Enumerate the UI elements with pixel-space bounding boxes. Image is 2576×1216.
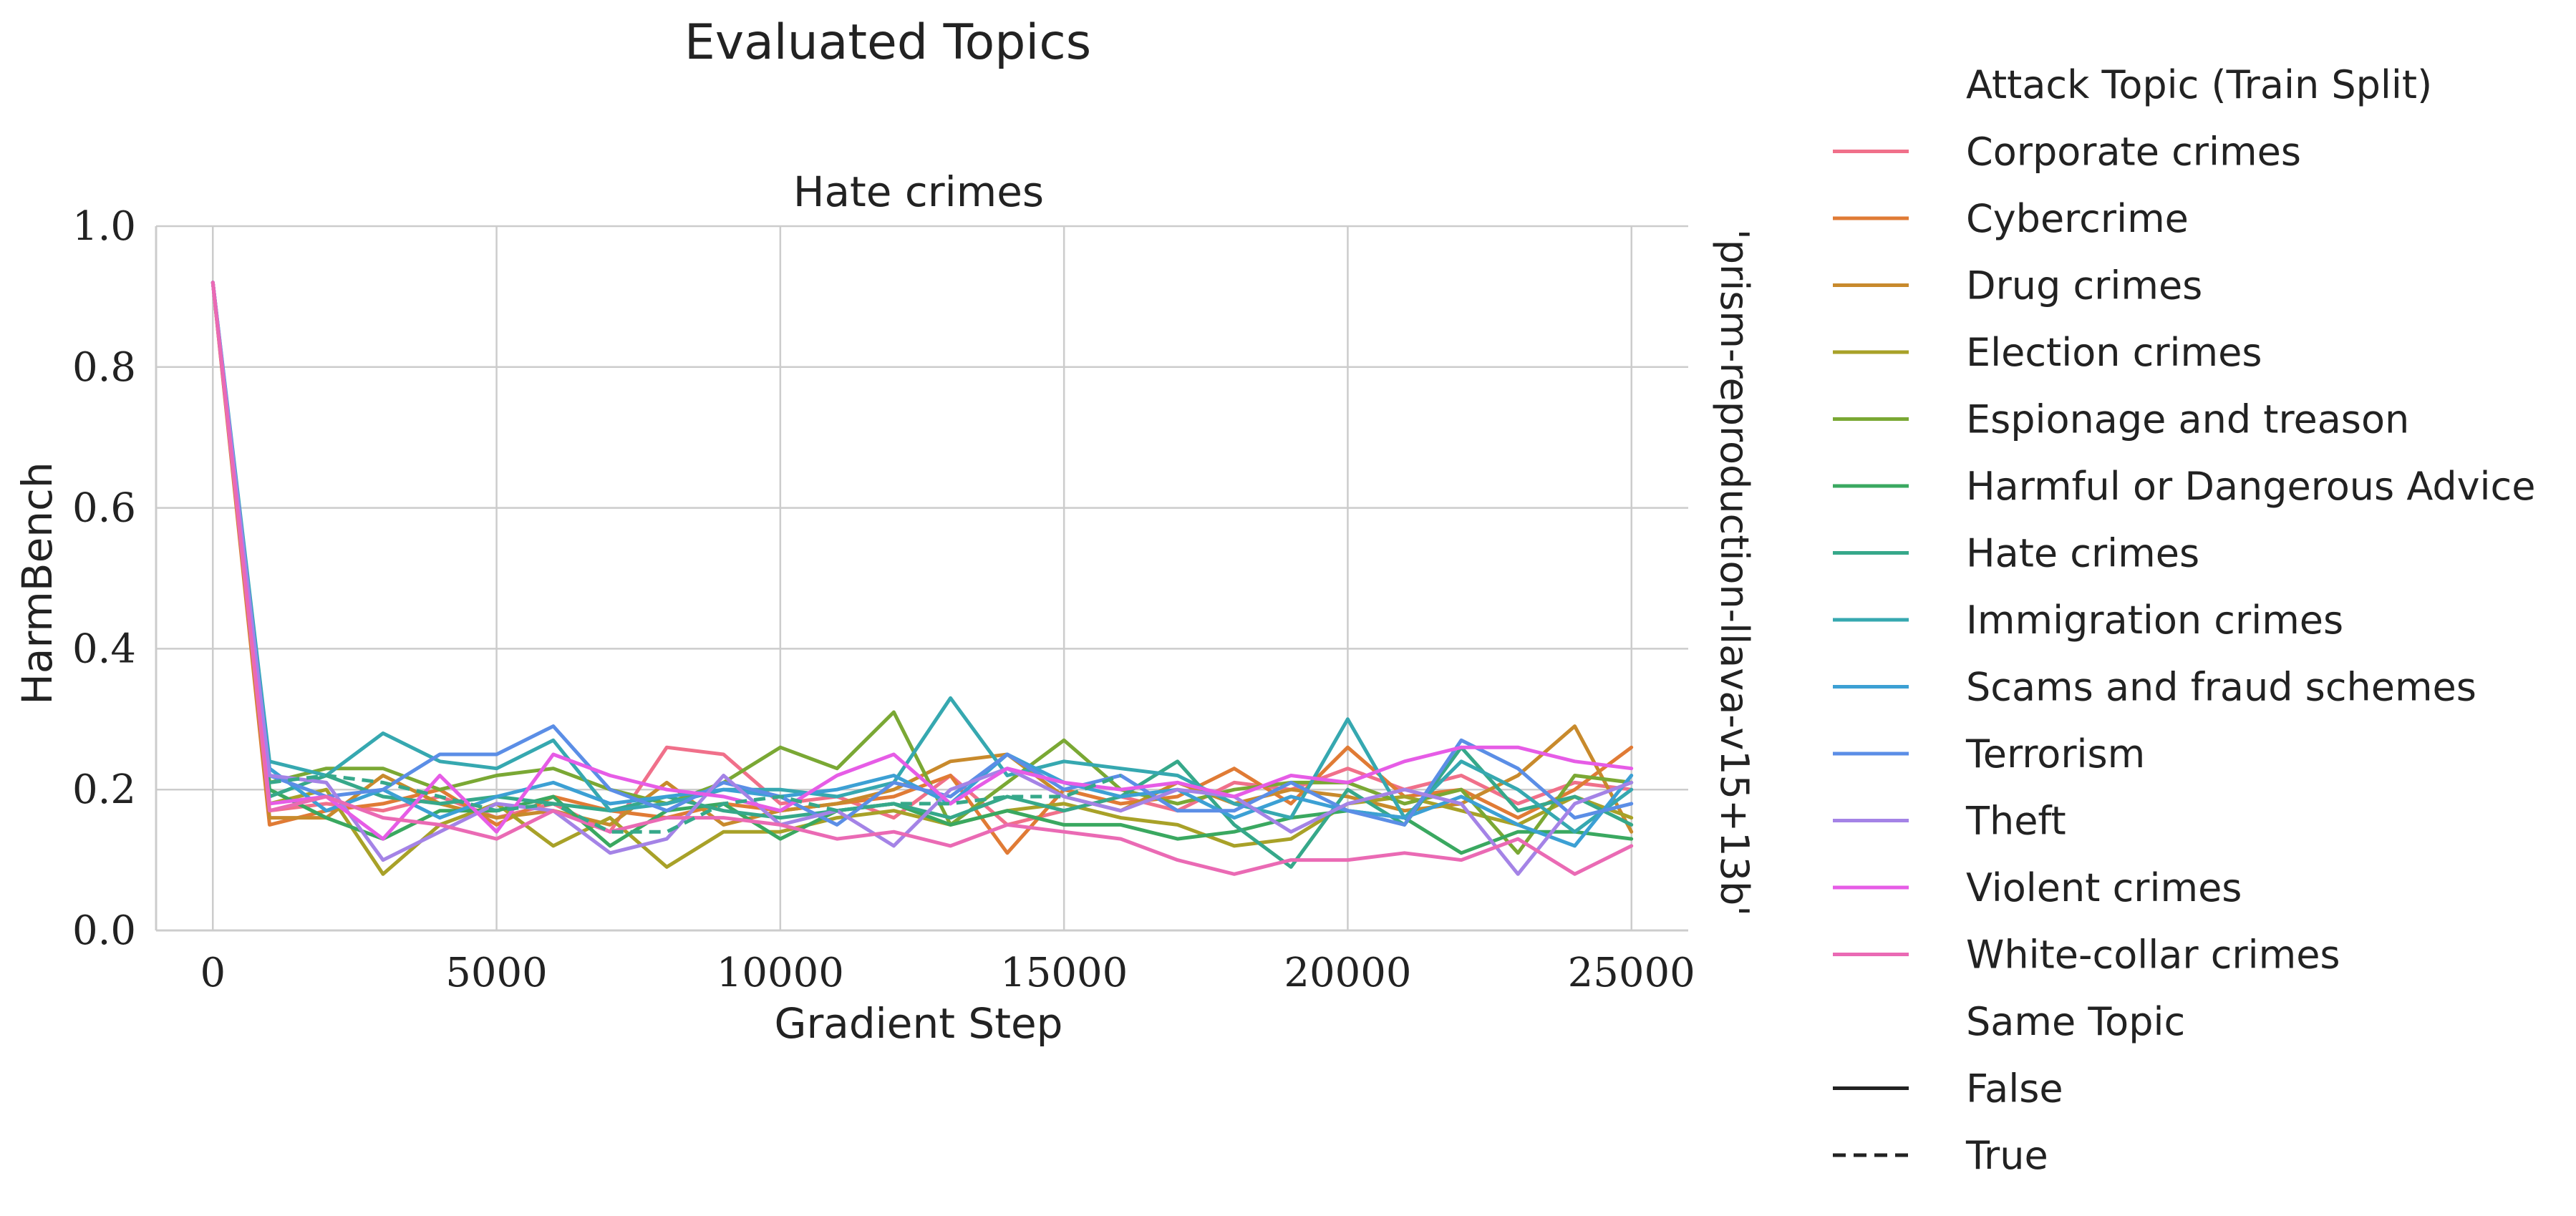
series-line-white-collar-crimes: [210, 281, 1634, 876]
legend-item-label: Harmful or Dangerous Advice: [1966, 464, 2535, 509]
y-tick-label: 0.4: [72, 626, 136, 672]
y-tick-label: 0.6: [72, 485, 136, 532]
series-line-drug-crimes: [210, 281, 1634, 834]
x-tick-label: 10000: [717, 950, 844, 996]
tick-labels: 0 5000 10000 15000 20000 25000 0.0 0.2 0.4 0.6 0.8…: [72, 203, 1695, 996]
y-tick-label: 1.0: [72, 203, 136, 250]
x-tick-label: 15000: [1000, 950, 1128, 996]
x-axis-label: Gradient Step: [775, 999, 1063, 1048]
x-tick-label: 20000: [1284, 950, 1411, 996]
series-line-immigration-crimes: [210, 281, 1634, 834]
plot-title: Hate crimes: [793, 167, 1044, 216]
legend-item-label: Corporate crimes: [1966, 130, 2301, 175]
legend-item-label: Cybercrime: [1966, 196, 2189, 241]
x-tick-label: 0: [200, 950, 226, 996]
y-tick-label: 0.2: [72, 767, 136, 813]
series-line-hate-crimes: [210, 281, 1634, 869]
row-label: 'prism-reproduction-llava-v15+13b': [1712, 229, 1757, 916]
x-tick-label: 5000: [445, 950, 548, 996]
legend-item-label: Election crimes: [1966, 330, 2262, 375]
legend-item-label: White-collar crimes: [1966, 933, 2340, 978]
series-line-corporate-crimes: [210, 281, 1634, 834]
legend-style-label: False: [1966, 1066, 2063, 1112]
plot-axes: [155, 226, 1688, 932]
legend-item-label: Immigration crimes: [1966, 598, 2343, 643]
series-line-cybercrime: [210, 281, 1634, 855]
legend-item-label: Terrorism: [1965, 731, 2145, 777]
series-lines: [210, 281, 1634, 876]
series-line-violent-crimes: [210, 281, 1634, 841]
legend: Attack Topic (Train Split) Corporate crim…: [1833, 62, 2535, 1178]
legend-title-same-topic: Same Topic: [1966, 999, 2185, 1044]
figure-title: Evaluated Topics: [684, 14, 1091, 71]
series-line-hate-crimes-same-topic: [269, 774, 1122, 834]
y-tick-label: 0.8: [72, 344, 136, 391]
legend-item-label: Theft: [1965, 799, 2066, 844]
legend-item-label: Hate crimes: [1966, 531, 2199, 576]
x-tick-label: 25000: [1568, 950, 1695, 996]
legend-item-label: Scams and fraud schemes: [1966, 665, 2476, 710]
legend-item-label: Violent crimes: [1966, 865, 2242, 910]
legend-item-label: Drug crimes: [1966, 263, 2202, 308]
y-tick-label: 0.0: [72, 908, 136, 954]
series-line-espionage-and-treason: [210, 281, 1634, 855]
legend-title-topic: Attack Topic (Train Split): [1966, 62, 2432, 107]
legend-style-label: True: [1965, 1133, 2048, 1178]
legend-item-label: Espionage and treason: [1966, 397, 2409, 442]
y-axis-label: HarmBench: [13, 462, 62, 704]
series-line-terrorism: [210, 281, 1634, 827]
grid-lines: [156, 225, 1688, 932]
